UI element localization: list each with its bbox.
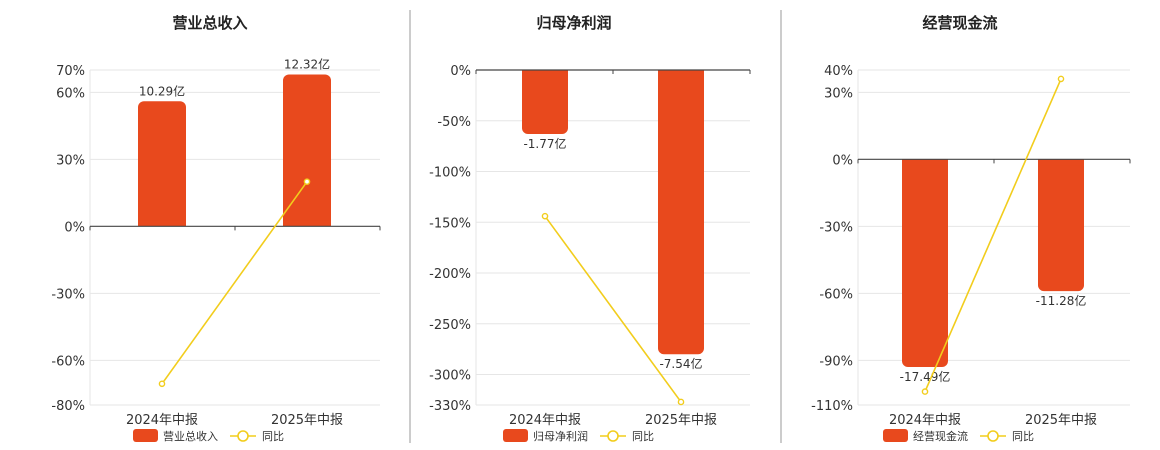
bar-data-label: -1.77亿 xyxy=(523,136,566,151)
y-tick-label: 40% xyxy=(824,64,853,79)
bar-1 xyxy=(902,159,948,368)
bar-base xyxy=(522,70,568,76)
legend-bar-swatch xyxy=(883,429,908,442)
legend: 营业总收入 同比 xyxy=(133,429,284,443)
yoy-line xyxy=(924,78,1062,392)
legend-bar-swatch xyxy=(133,429,158,442)
y-tick-label: 60% xyxy=(56,86,85,101)
y-tick-label: -60% xyxy=(51,354,85,369)
y-tick-label: 30% xyxy=(56,153,85,168)
y-tick-label: -30% xyxy=(819,220,853,235)
y-tick-label: 0% xyxy=(450,64,471,79)
yoy-point-1 xyxy=(541,212,549,220)
legend-line-label: 同比 xyxy=(1012,430,1034,443)
bar-data-label: -17.49亿 xyxy=(900,369,951,384)
yoy-point-1 xyxy=(921,388,929,395)
y-tick-label: -30% xyxy=(51,287,85,302)
legend-line-marker xyxy=(987,430,999,442)
y-tick-label: -200% xyxy=(429,267,471,282)
x-category-label: 2024年中报 xyxy=(126,413,198,428)
legend: 经营现金流 同比 xyxy=(883,429,1034,443)
y-tick-label: 0% xyxy=(832,153,853,168)
bar-2 xyxy=(658,70,704,355)
yoy-point-2 xyxy=(1057,75,1065,83)
yoy-point-1 xyxy=(158,380,166,388)
legend-line-marker xyxy=(607,430,619,442)
legend-line-label: 同比 xyxy=(632,430,654,443)
chart-panel-1: 营业总收入 70% 60% 30% 0% -30% -60% -80% 10.29亿 12.32亿… xyxy=(51,14,381,443)
chart-panel-3: 经营现金流 40% 30% 0% -30% -60% -90% -110% -17.49亿 -11… xyxy=(811,14,1131,443)
bar-base xyxy=(283,220,331,227)
legend-bar-swatch xyxy=(503,429,528,442)
x-category-label: 2024年中报 xyxy=(889,413,961,428)
bar-base xyxy=(138,220,186,227)
y-tick-label: -150% xyxy=(429,216,471,231)
yoy-line xyxy=(161,181,308,385)
y-tick-label: -90% xyxy=(819,354,853,369)
y-tick-label: -300% xyxy=(429,369,471,384)
y-tick-label: -110% xyxy=(811,399,853,414)
y-tick-label: 0% xyxy=(64,220,85,235)
bar-data-label: -11.28亿 xyxy=(1036,293,1087,308)
y-tick-label: -80% xyxy=(51,399,85,414)
y-tick-label: -60% xyxy=(819,287,853,302)
y-tick-label: -50% xyxy=(437,115,471,130)
chart-title: 营业总收入 xyxy=(172,14,247,32)
bar-2 xyxy=(1038,159,1084,292)
x-category-label: 2025年中报 xyxy=(271,413,343,428)
y-tick-label: -330% xyxy=(429,399,471,414)
x-category-label: 2025年中报 xyxy=(1025,413,1097,428)
y-tick-label: 70% xyxy=(56,64,85,79)
y-tick-label: 30% xyxy=(824,86,853,101)
legend-bar-label: 归母净利润 xyxy=(533,429,588,443)
y-tick-label: -100% xyxy=(429,166,471,181)
bar-2 xyxy=(283,74,331,227)
legend-line-marker xyxy=(237,430,249,442)
bar-1 xyxy=(138,101,186,227)
legend: 归母净利润 同比 xyxy=(503,429,654,443)
yoy-point-2 xyxy=(677,398,685,406)
legend-bar-label: 营业总收入 xyxy=(163,429,218,443)
x-category-label: 2025年中报 xyxy=(645,413,717,428)
yoy-line xyxy=(544,215,682,403)
bar-base xyxy=(902,159,948,166)
legend-line-label: 同比 xyxy=(262,430,284,443)
legend-bar-label: 经营现金流 xyxy=(913,429,968,443)
chart-title: 归母净利润 xyxy=(536,14,611,32)
x-category-label: 2024年中报 xyxy=(509,413,581,428)
bar-data-label: -7.54亿 xyxy=(659,356,702,371)
y-tick-label: -250% xyxy=(429,318,471,333)
bar-data-label: 10.29亿 xyxy=(139,83,185,98)
bar-base xyxy=(658,70,704,76)
bar-base xyxy=(1038,159,1084,166)
chart-panel-2: 归母净利润 0% -50% -100% -150% -200% -250% -300% -330… xyxy=(429,14,751,443)
yoy-point-2 xyxy=(303,178,311,185)
bar-data-label: 12.32亿 xyxy=(284,56,330,71)
chart-title: 经营现金流 xyxy=(922,14,997,32)
bar-1 xyxy=(522,70,568,134)
